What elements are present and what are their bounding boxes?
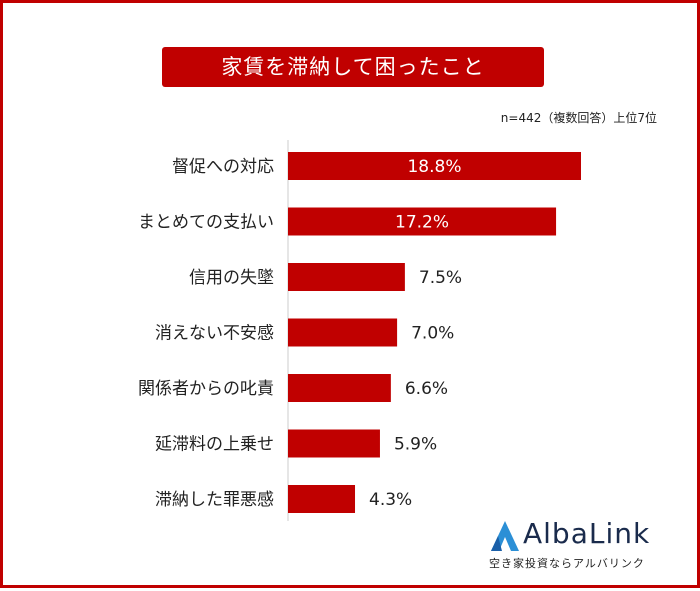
category-label: 関係者からの叱責 — [138, 379, 274, 399]
data-label: 6.6% — [405, 379, 448, 399]
bar-chart: 督促への対応 18.8% まとめての支払い 17.2% 信用の失墜 7.5% 消えない不安感… — [138, 140, 581, 521]
bar — [288, 207, 557, 236]
category-label: 信用の失墜 — [189, 268, 274, 288]
bar — [288, 374, 391, 402]
bar — [288, 318, 398, 347]
albalink-logo: AlbaLink 空き家投資ならアルバリンク — [487, 515, 687, 575]
logo-tagline: 空き家投資ならアルバリンク — [489, 557, 645, 570]
data-label: 18.8% — [407, 157, 461, 177]
category-label: 延滞料の上乗せ — [155, 435, 274, 455]
bar — [288, 429, 380, 458]
bar — [288, 263, 405, 291]
chart-title: 家賃を滞納して困ったこと — [162, 47, 544, 87]
category-label: 滞納した罪悪感 — [155, 490, 274, 510]
data-label: 4.3% — [369, 490, 412, 510]
triangle-logo-icon — [491, 521, 519, 551]
category-label: まとめての支払い — [138, 213, 274, 233]
category-label: 消えない不安感 — [155, 324, 274, 344]
data-label: 7.5% — [419, 268, 462, 288]
data-label: 5.9% — [394, 435, 437, 455]
category-label: 督促への対応 — [172, 157, 274, 177]
logo-wordmark: AlbaLink — [523, 517, 651, 550]
data-label: 7.0% — [411, 324, 454, 344]
bar — [288, 485, 356, 513]
bar — [288, 152, 581, 180]
sample-note: n=442（複数回答）上位7位 — [500, 111, 657, 125]
data-label: 17.2% — [395, 213, 449, 233]
